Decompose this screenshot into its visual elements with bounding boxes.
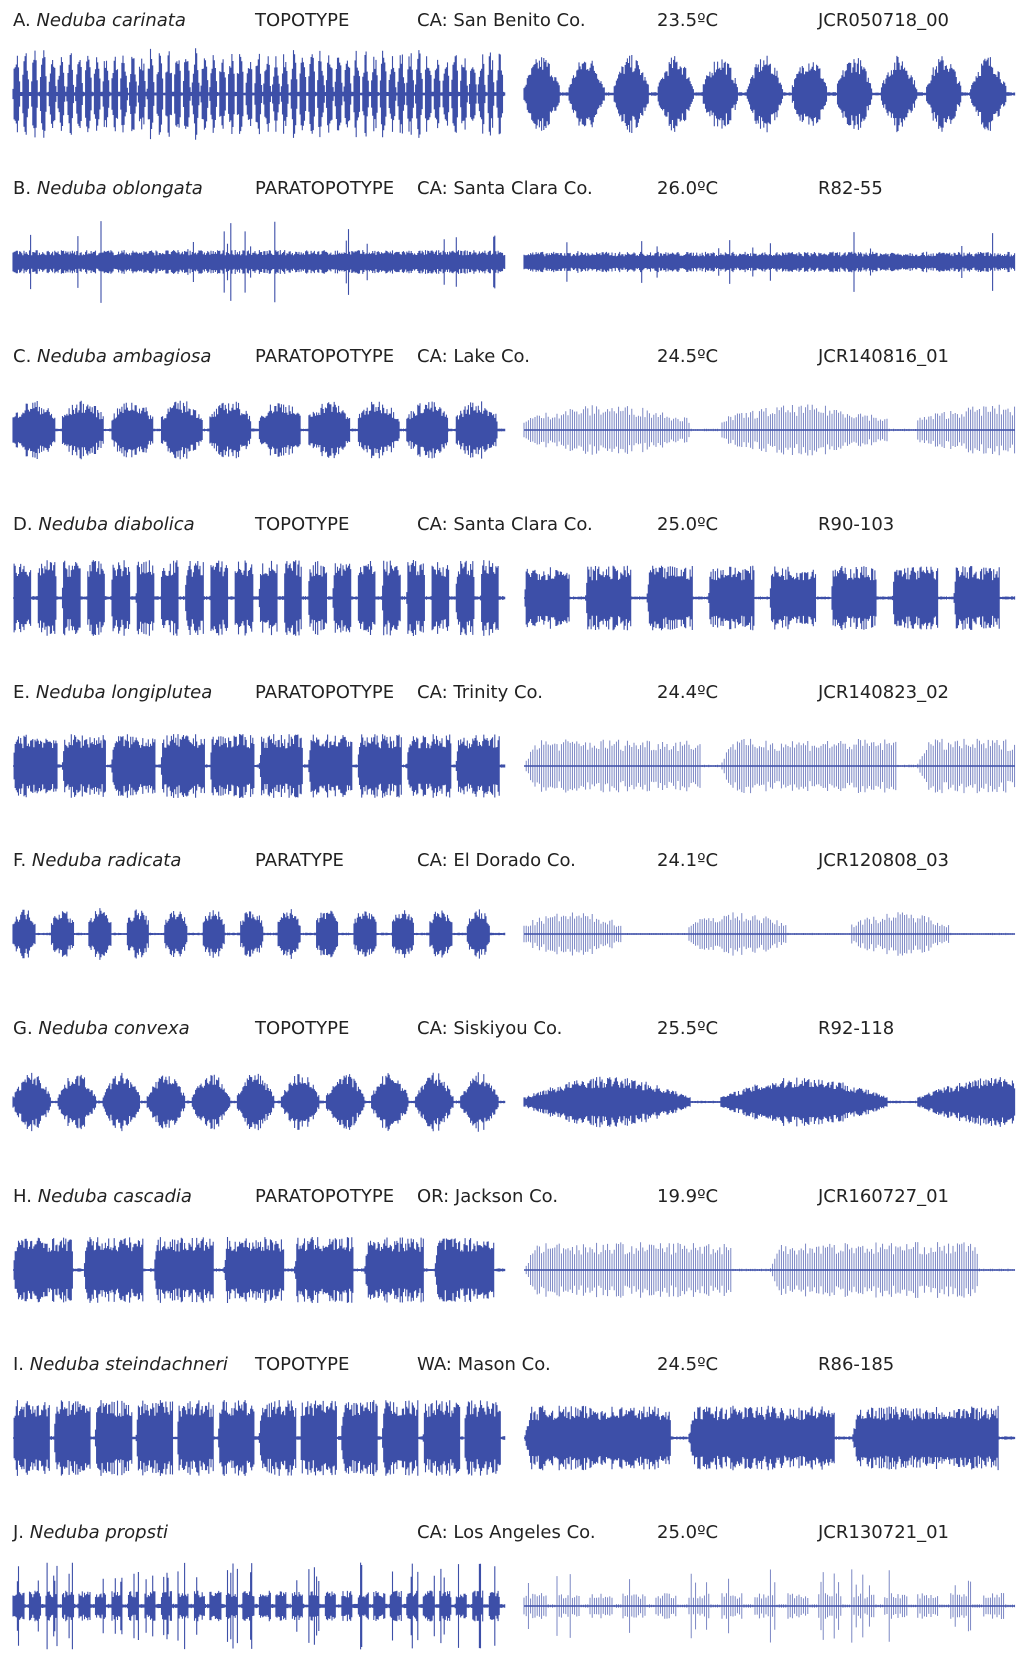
species-label: E. Neduba longiplutea <box>13 682 212 704</box>
temperature: 23.5ºC <box>657 10 719 31</box>
temperature: 24.5ºC <box>657 1354 719 1375</box>
species-label: F. Neduba radicata <box>13 850 181 872</box>
temperature: 25.5ºC <box>657 1018 719 1039</box>
species-name: Neduba diabolica <box>38 514 195 535</box>
recording-id: R90-103 <box>818 514 895 535</box>
oscillogram <box>525 738 1016 794</box>
species-label: B. Neduba oblongata <box>13 178 203 200</box>
oscillogram <box>524 1405 1016 1471</box>
specimen-type: TOPOTYPE <box>255 514 350 535</box>
species-label: G. Neduba convexa <box>13 1018 190 1040</box>
species-label: H. Neduba cascadia <box>13 1186 192 1208</box>
location: CA: Los Angeles Co. <box>417 1522 596 1543</box>
oscillogram <box>523 912 1016 956</box>
specimen-type: PARATOPOTYPE <box>255 346 395 367</box>
oscillogram <box>523 55 1016 133</box>
species-name: Neduba oblongata <box>36 178 203 199</box>
temperature: 19.9ºC <box>657 1186 719 1207</box>
specimen-type: PARATOPOTYPE <box>255 1186 395 1207</box>
recording-id: JCR120808_03 <box>818 850 950 871</box>
recording-id: JCR140816_01 <box>818 346 950 367</box>
oscillogram <box>13 560 506 636</box>
specimen-type: PARATYPE <box>255 850 344 871</box>
temperature: 26.0ºC <box>657 178 719 199</box>
row-letter: H. <box>13 1186 32 1207</box>
row-letter: C. <box>13 346 32 367</box>
row-letter: A. <box>13 10 31 31</box>
oscillogram <box>12 400 506 460</box>
location: OR: Jackson Co. <box>417 1186 559 1207</box>
location: CA: Trinity Co. <box>417 682 543 703</box>
species-name: Neduba propsti <box>29 1522 169 1543</box>
specimen-type: PARATOPOTYPE <box>255 178 395 199</box>
location: CA: El Dorado Co. <box>417 850 576 871</box>
recording-id: R86-185 <box>818 1354 895 1375</box>
location: CA: Lake Co. <box>417 346 530 367</box>
row-letter: B. <box>13 178 32 199</box>
specimen-type: TOPOTYPE <box>255 1018 350 1039</box>
species-name: Neduba convexa <box>38 1018 190 1039</box>
location: CA: San Benito Co. <box>417 10 586 31</box>
oscillogram <box>524 565 1016 631</box>
oscillogram <box>523 404 1016 456</box>
species-name: Neduba cascadia <box>37 1186 192 1207</box>
oscillogram <box>12 1562 506 1650</box>
specimen-type: TOPOTYPE <box>255 10 350 31</box>
species-label: D. Neduba diabolica <box>13 514 195 536</box>
row-letter: E. <box>13 682 31 703</box>
species-label: A. Neduba carinata <box>13 10 186 32</box>
oscillogram <box>12 1072 506 1132</box>
species-name: Neduba steindachneri <box>29 1354 228 1375</box>
recording-id: R92-118 <box>818 1018 895 1039</box>
species-name: Neduba radicata <box>31 850 182 871</box>
row-letter: J. <box>13 1522 25 1543</box>
recording-id: JCR050718_00 <box>818 10 950 31</box>
species-name: Neduba ambagiosa <box>37 346 212 367</box>
oscillogram <box>525 1242 1016 1298</box>
oscillogram <box>523 1076 1016 1128</box>
location: CA: Santa Clara Co. <box>417 514 593 535</box>
oscillogram <box>13 1237 506 1303</box>
row-letter: G. <box>13 1018 33 1039</box>
temperature: 24.4ºC <box>657 682 719 703</box>
temperature: 24.1ºC <box>657 850 719 871</box>
oscillogram <box>12 908 506 960</box>
specimen-type: TOPOTYPE <box>255 1354 350 1375</box>
oscillogram <box>13 734 506 798</box>
row-letter: F. <box>13 850 27 871</box>
location: CA: Siskiyou Co. <box>417 1018 563 1039</box>
temperature: 25.0ºC <box>657 514 719 535</box>
oscillogram <box>12 48 506 140</box>
species-label: I. Neduba steindachneri <box>13 1354 228 1376</box>
recording-id: JCR130721_01 <box>818 1522 950 1543</box>
oscillogram <box>523 232 1016 292</box>
recording-id: JCR160727_01 <box>818 1186 950 1207</box>
recording-id: JCR140823_02 <box>818 682 950 703</box>
oscillogram <box>12 221 506 303</box>
species-name: Neduba longiplutea <box>35 682 213 703</box>
location: WA: Mason Co. <box>417 1354 551 1375</box>
temperature: 24.5ºC <box>657 346 719 367</box>
species-name: Neduba carinata <box>36 10 186 31</box>
location: CA: Santa Clara Co. <box>417 178 593 199</box>
specimen-type: PARATOPOTYPE <box>255 682 395 703</box>
temperature: 25.0ºC <box>657 1522 719 1543</box>
recording-id: R82-55 <box>818 178 883 199</box>
row-letter: I. <box>13 1354 25 1375</box>
species-label: C. Neduba ambagiosa <box>13 346 211 368</box>
oscillogram <box>13 1400 506 1476</box>
oscillogram <box>523 1569 1016 1643</box>
species-label: J. Neduba propsti <box>13 1522 168 1544</box>
row-letter: D. <box>13 514 33 535</box>
